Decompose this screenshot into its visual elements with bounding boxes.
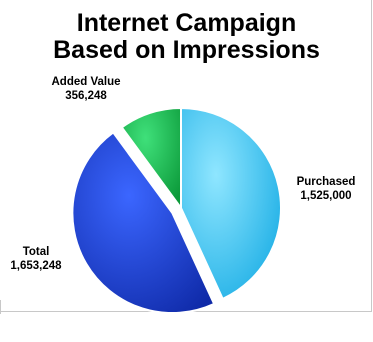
pie-slice-purchased bbox=[180, 106, 282, 301]
label-purchased-value: 1,525,000 bbox=[300, 190, 351, 202]
pie-chart: Purchased 1,525,000 Added Value 356,248 … bbox=[10, 76, 356, 312]
pie-slices bbox=[71, 106, 282, 312]
frame-edge bbox=[0, 300, 1, 314]
label-purchased-name: Purchased bbox=[297, 176, 356, 188]
label-added-value-value: 356,248 bbox=[65, 90, 107, 102]
pie-slice-added-value bbox=[120, 106, 182, 212]
label-total-name: Total bbox=[23, 246, 50, 258]
chart-title-line-2: Based on Impressions bbox=[53, 36, 320, 64]
label-added-value-name: Added Value bbox=[51, 76, 120, 88]
label-total-value: 1,653,248 bbox=[10, 260, 62, 272]
pie-slice-total bbox=[71, 131, 216, 312]
chart-title-line-1: Internet Campaign bbox=[76, 9, 297, 37]
